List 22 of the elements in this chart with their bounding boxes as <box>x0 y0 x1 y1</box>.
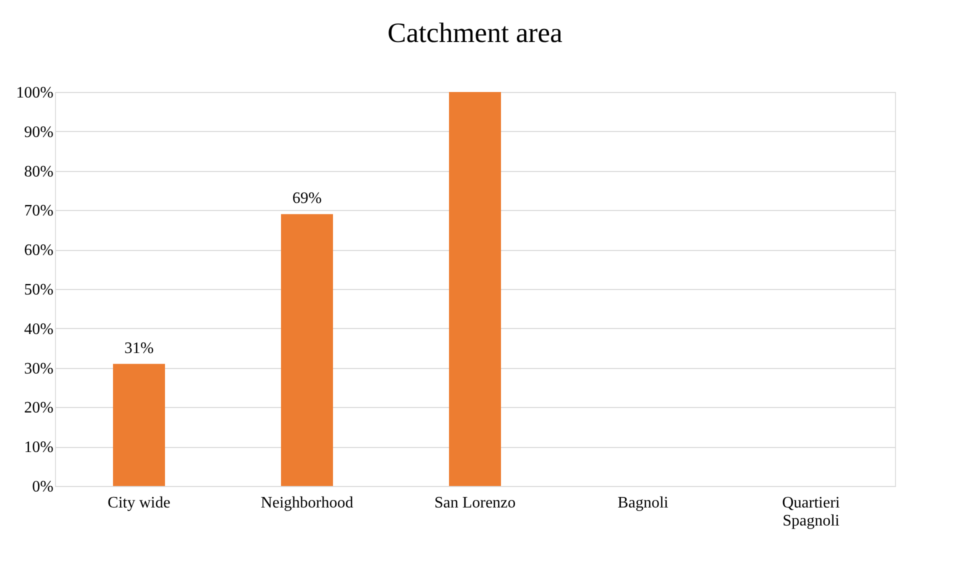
y-tick-label: 70% <box>24 202 54 220</box>
bar <box>449 92 501 486</box>
data-label: 31% <box>124 340 154 357</box>
y-tick-label: 20% <box>24 400 54 417</box>
y-tick-label: 40% <box>24 320 54 338</box>
y-tick-label: 100% <box>16 84 54 102</box>
y-tick-label: 80% <box>24 163 54 180</box>
data-label: 69% <box>292 190 322 208</box>
y-tick-label: 0% <box>32 478 54 496</box>
x-tick-label: San Lorenzo <box>434 494 516 512</box>
y-tick-label: 10% <box>24 439 54 456</box>
bar <box>113 364 165 486</box>
x-tick-label: City wide <box>108 494 170 512</box>
x-tick-label: Bagnoli <box>618 494 669 512</box>
chart-title: Catchment area <box>388 18 564 49</box>
x-tick-label: Neighborhood <box>260 494 354 512</box>
bar <box>281 214 333 486</box>
x-tick-label: Quartieri Spagnoli <box>782 494 840 530</box>
y-tick-label: 30% <box>24 360 54 378</box>
y-tick-label: 50% <box>24 282 54 298</box>
y-tick-label: 90% <box>24 124 54 141</box>
y-tick-label: 60% <box>24 242 54 260</box>
